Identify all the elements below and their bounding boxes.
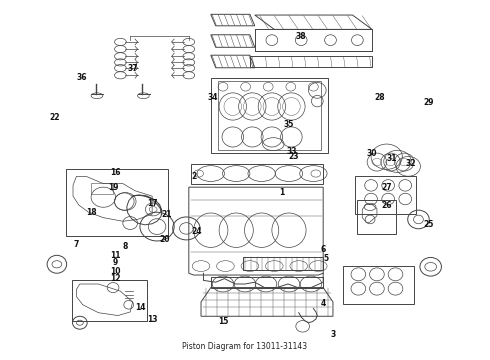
Text: 10: 10 [110,267,121,276]
Text: 30: 30 [367,149,377,158]
Text: 20: 20 [159,235,170,244]
Text: 31: 31 [386,154,397,163]
Text: 28: 28 [374,93,385,102]
Text: 18: 18 [86,208,97,217]
Bar [355,176,416,214]
Text: 29: 29 [423,98,434,107]
Text: 34: 34 [208,93,219,102]
Text: 37: 37 [127,64,138,73]
Text: 8: 8 [122,242,128,251]
Bar [72,280,147,321]
Text: 5: 5 [323,255,328,264]
Text: 27: 27 [381,183,392,192]
Text: 21: 21 [162,210,172,219]
Text: 26: 26 [381,201,392,210]
Text: 32: 32 [406,159,416,168]
Text: 1: 1 [279,188,284,197]
Text: 4: 4 [320,299,326,308]
Text: 2: 2 [191,172,196,181]
Text: 9: 9 [113,258,118,267]
Text: 33: 33 [286,147,296,156]
Text: 35: 35 [284,120,294,129]
Text: 14: 14 [135,303,145,312]
Bar [91,183,113,194]
Text: 6: 6 [320,246,326,255]
Bar [66,169,168,235]
Text: Piston Diagram for 13011-31143: Piston Diagram for 13011-31143 [182,342,308,351]
Text: 24: 24 [191,228,201,237]
Text: 13: 13 [147,315,157,324]
Text: 19: 19 [108,183,118,192]
Bar [211,78,328,153]
Text: 16: 16 [110,168,121,177]
Text: 11: 11 [110,251,121,260]
Text: 36: 36 [76,73,87,82]
Text: 22: 22 [49,113,60,122]
Bar [357,200,396,234]
Text: 7: 7 [74,240,79,249]
Text: 12: 12 [110,274,121,283]
Bar [343,266,414,304]
Text: 3: 3 [330,330,336,339]
Text: 25: 25 [423,220,434,229]
Text: 15: 15 [218,317,228,326]
Text: 23: 23 [289,152,299,161]
Text: 17: 17 [147,199,157,208]
Text: 38: 38 [296,32,307,41]
